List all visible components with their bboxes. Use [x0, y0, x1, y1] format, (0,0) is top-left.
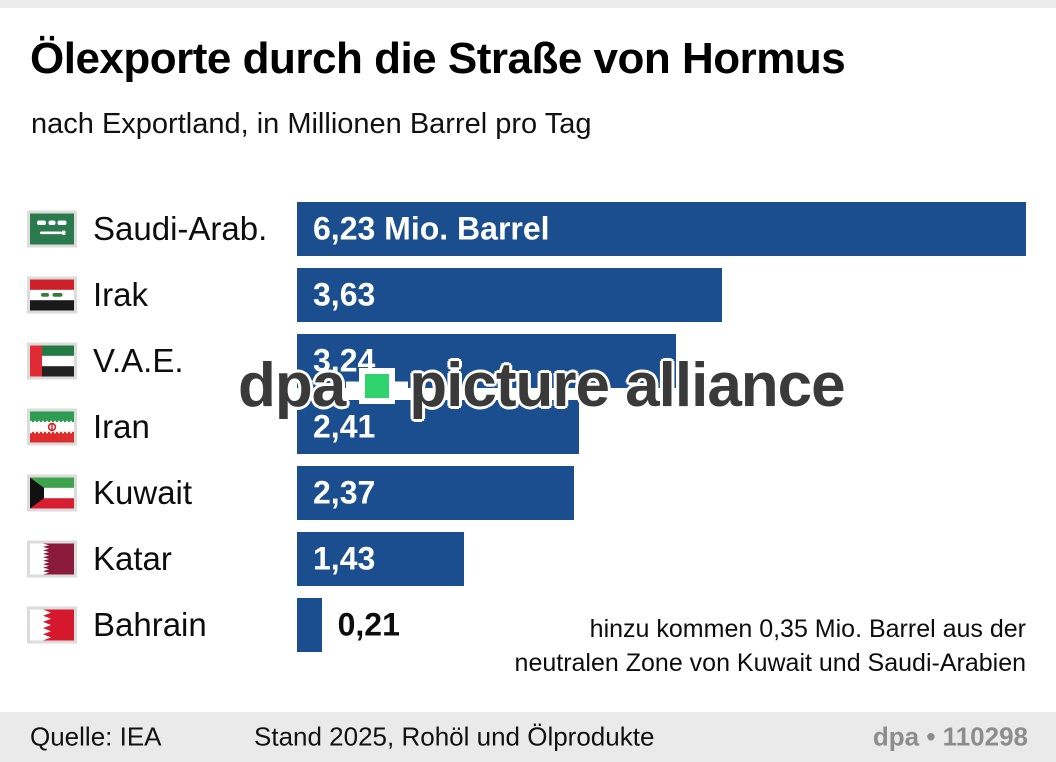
- bar-value-label: 0,21: [337, 606, 400, 643]
- chart-subtitle: nach Exportland, in Millionen Barrel pro…: [31, 108, 592, 140]
- chart-row-kuwait: Kuwait 2,37: [0, 460, 1056, 526]
- iraq-flag-icon: [27, 276, 77, 314]
- chart-row-bahrain: Bahrain 0,21: [0, 592, 1056, 658]
- bar-value-label: 2,41: [313, 408, 376, 445]
- kuwait-flag-icon: [27, 474, 77, 512]
- chart-title: Ölexporte durch die Straße von Hormus: [30, 34, 846, 83]
- bar-uae: 3,24: [297, 334, 677, 388]
- bar-value-label: 2,37: [313, 474, 376, 511]
- bahrain-flag-icon: [27, 606, 77, 644]
- bar-chart: Saudi-Arab. 6,23 Mio. Barrel Irak 3,63: [0, 196, 1056, 658]
- chart-row-iraq: Irak 3,63: [0, 262, 1056, 328]
- country-label: Iran: [93, 408, 150, 445]
- source-label: Quelle: IEA: [30, 721, 162, 752]
- status-label: Stand 2025, Rohöl und Ölprodukte: [254, 721, 655, 752]
- chart-row-iran: Iran 2,41: [0, 394, 1056, 460]
- chart-row-uae: V.A.E. 3,24: [0, 328, 1056, 394]
- annotation-note: hinzu kommen 0,35 Mio. Barrel aus der ne…: [515, 612, 1026, 680]
- bar-saudi-arabia: 6,23 Mio. Barrel: [297, 202, 1026, 256]
- country-label: Kuwait: [93, 474, 193, 511]
- iran-flag-icon: [27, 408, 77, 446]
- credit-label: dpa • 110298: [872, 721, 1028, 752]
- footer-bar: Quelle: IEA Stand 2025, Rohöl und Ölprod…: [0, 712, 1056, 762]
- bar-bahrain: 0,21: [297, 598, 400, 652]
- bar-iran: 2,41: [297, 400, 579, 454]
- annotation-line-1: hinzu kommen 0,35 Mio. Barrel aus der: [589, 615, 1026, 643]
- bar-kuwait: 2,37: [297, 466, 575, 520]
- bar-qatar: 1,43: [297, 532, 465, 586]
- country-label: Saudi-Arab.: [93, 210, 268, 247]
- bar-value-label: 3,24: [313, 342, 376, 379]
- bar-value-label: 6,23 Mio. Barrel: [313, 210, 550, 247]
- saudi-arabia-flag-icon: [27, 210, 77, 248]
- chart-row-qatar: Katar 1,43: [0, 526, 1056, 592]
- bar-value-label: 1,43: [313, 540, 376, 577]
- chart-row-saudi-arabia: Saudi-Arab. 6,23 Mio. Barrel: [0, 196, 1056, 262]
- country-label: Bahrain: [93, 606, 207, 643]
- bar-iraq: 3,63: [297, 268, 722, 322]
- top-strip: [0, 0, 1056, 8]
- annotation-line-2: neutralen Zone von Kuwait und Saudi-Arab…: [514, 649, 1026, 677]
- country-label: Irak: [93, 276, 149, 313]
- uae-flag-icon: [27, 342, 77, 380]
- country-label: V.A.E.: [93, 342, 184, 379]
- bar-value-label: 3,63: [313, 276, 376, 313]
- qatar-flag-icon: [27, 540, 77, 578]
- country-label: Katar: [93, 540, 172, 577]
